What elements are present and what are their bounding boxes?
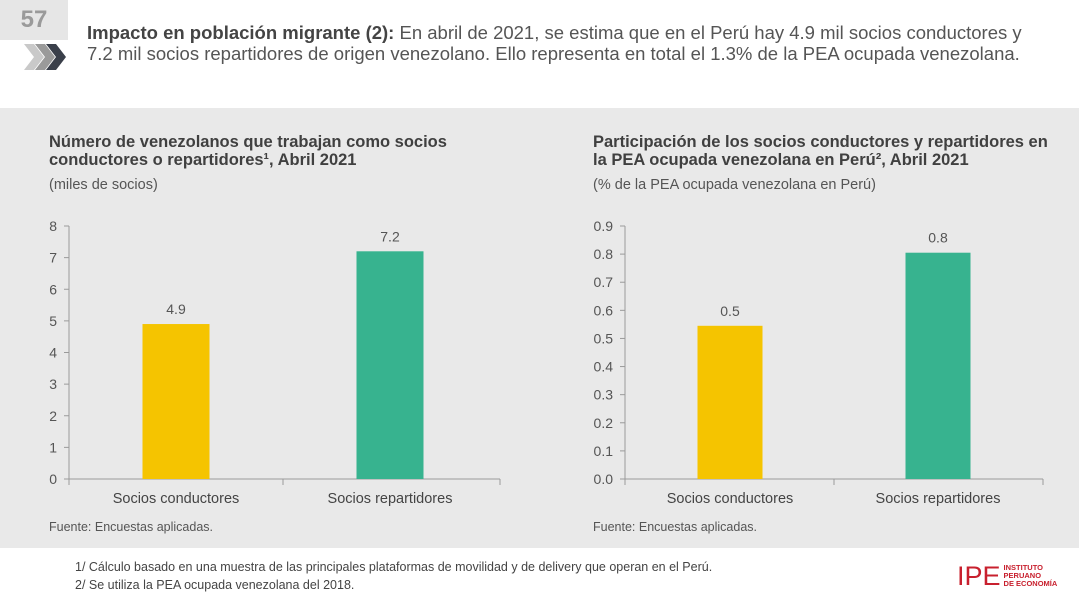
footnote-1: 1/ Cálculo basado en una muestra de las … <box>75 560 713 574</box>
slide-number: 57 <box>0 0 68 40</box>
chevron-arrows-icon <box>24 44 66 70</box>
ipe-logo: IPE INSTITUTO PERUANO DE ECONOMÍA <box>957 561 1058 591</box>
data-label: 7.2 <box>380 228 400 244</box>
data-label: 0.5 <box>720 303 740 319</box>
y-tick-label: 0.2 <box>594 415 614 431</box>
y-tick-label: 7 <box>49 250 57 266</box>
y-tick-label: 0.9 <box>594 218 614 234</box>
logo-line-1: INSTITUTO <box>1003 563 1043 572</box>
y-tick-label: 0.0 <box>594 471 614 487</box>
headline-bold: Impacto en población migrante (2): <box>87 22 395 43</box>
y-tick-label: 6 <box>49 281 57 297</box>
chart2-subtitle: (% de la PEA ocupada venezolana en Perú) <box>593 177 876 193</box>
chart1-title: Número de venezolanos que trabajan como … <box>49 133 447 169</box>
y-tick-label: 3 <box>49 376 57 392</box>
logo-mark: IPE <box>957 561 1001 591</box>
y-tick-label: 0.1 <box>594 443 614 459</box>
y-tick-label: 0.3 <box>594 387 614 403</box>
bar <box>697 325 763 479</box>
logo-line-2: PERUANO <box>1003 571 1042 580</box>
y-tick-label: 5 <box>49 313 57 329</box>
chart2-source: Fuente: Encuestas aplicadas. <box>593 520 757 534</box>
bar <box>905 252 971 479</box>
y-tick-label: 0.7 <box>594 274 614 290</box>
bar <box>356 251 424 479</box>
logo-line-3: DE ECONOMÍA <box>1003 579 1058 588</box>
y-tick-label: 4 <box>49 345 57 361</box>
y-tick-label: 0.8 <box>594 246 614 262</box>
chart1-subtitle: (miles de socios) <box>49 177 158 193</box>
data-label: 4.9 <box>166 301 186 317</box>
chart2-title: Participación de los socios conductores … <box>593 133 1048 169</box>
bar <box>142 324 210 479</box>
headline: Impacto en población migrante (2): En ab… <box>87 22 1047 64</box>
x-tick-label: Socios repartidores <box>876 491 1001 507</box>
x-tick-label: Socios repartidores <box>328 491 453 507</box>
y-tick-label: 8 <box>49 218 57 234</box>
y-tick-label: 0.4 <box>594 359 614 375</box>
headline-text: En abril de 2021, se estima que en el Pe… <box>87 22 1022 64</box>
y-tick-label: 0 <box>49 471 57 487</box>
y-tick-label: 1 <box>49 439 57 455</box>
x-tick-label: Socios conductores <box>667 491 794 507</box>
footnote-2: 2/ Se utiliza la PEA ocupada venezolana … <box>75 578 355 592</box>
chart1-source: Fuente: Encuestas aplicadas. <box>49 520 213 534</box>
data-label: 0.8 <box>928 230 948 246</box>
y-tick-label: 0.6 <box>594 302 614 318</box>
y-tick-label: 2 <box>49 408 57 424</box>
y-tick-label: 0.5 <box>594 330 614 346</box>
logo-text: INSTITUTO PERUANO DE ECONOMÍA <box>1004 564 1058 588</box>
x-tick-label: Socios conductores <box>113 491 240 507</box>
